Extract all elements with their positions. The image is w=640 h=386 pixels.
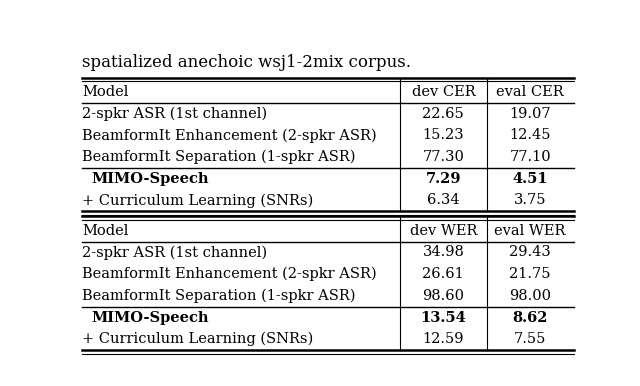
Text: MIMO-Speech: MIMO-Speech [92, 172, 209, 186]
Text: + Curriculum Learning (SNRs): + Curriculum Learning (SNRs) [83, 193, 314, 208]
Text: 12.59: 12.59 [422, 332, 464, 346]
Text: + Curriculum Learning (SNRs): + Curriculum Learning (SNRs) [83, 332, 314, 346]
Text: Model: Model [83, 224, 129, 238]
Text: 3.75: 3.75 [514, 193, 547, 207]
Text: 15.23: 15.23 [422, 128, 464, 142]
Text: 26.61: 26.61 [422, 267, 464, 281]
Text: 7.29: 7.29 [426, 172, 461, 186]
Text: 77.10: 77.10 [509, 150, 551, 164]
Text: 98.00: 98.00 [509, 289, 551, 303]
Text: Model: Model [83, 85, 129, 99]
Text: dev CER: dev CER [412, 85, 475, 99]
Text: 98.60: 98.60 [422, 289, 464, 303]
Text: 13.54: 13.54 [420, 310, 466, 325]
Text: 34.98: 34.98 [422, 245, 464, 259]
Text: 4.51: 4.51 [512, 172, 548, 186]
Text: MIMO-Speech: MIMO-Speech [92, 310, 209, 325]
Text: 6.34: 6.34 [427, 193, 460, 207]
Text: BeamformIt Enhancement (2-spkr ASR): BeamformIt Enhancement (2-spkr ASR) [83, 128, 377, 142]
Text: 2-spkr ASR (1st channel): 2-spkr ASR (1st channel) [83, 107, 268, 121]
Text: 19.07: 19.07 [509, 107, 551, 121]
Text: BeamformIt Enhancement (2-spkr ASR): BeamformIt Enhancement (2-spkr ASR) [83, 267, 377, 281]
Text: 8.62: 8.62 [513, 310, 548, 325]
Text: eval WER: eval WER [495, 224, 566, 238]
Text: 77.30: 77.30 [422, 150, 464, 164]
Text: BeamformIt Separation (1-spkr ASR): BeamformIt Separation (1-spkr ASR) [83, 289, 356, 303]
Text: 21.75: 21.75 [509, 267, 551, 281]
Text: BeamformIt Separation (1-spkr ASR): BeamformIt Separation (1-spkr ASR) [83, 150, 356, 164]
Text: 22.65: 22.65 [422, 107, 464, 121]
Text: 29.43: 29.43 [509, 245, 551, 259]
Text: 7.55: 7.55 [514, 332, 547, 346]
Text: 12.45: 12.45 [509, 128, 551, 142]
Text: spatialized anechoic wsj1-2mix corpus.: spatialized anechoic wsj1-2mix corpus. [83, 54, 412, 71]
Text: dev WER: dev WER [410, 224, 477, 238]
Text: eval CER: eval CER [496, 85, 564, 99]
Text: 2-spkr ASR (1st channel): 2-spkr ASR (1st channel) [83, 245, 268, 260]
